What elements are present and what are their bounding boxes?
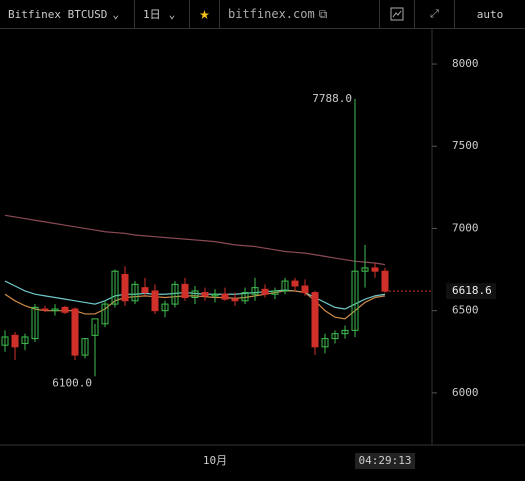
candle-body [101,303,109,325]
last-price-box [446,283,496,300]
candle-body [221,293,229,300]
candle-body [241,292,249,302]
y-tick-label: 6500 [452,304,479,317]
favorite-star[interactable]: ★ [190,0,220,28]
site-link[interactable]: bitfinex.com ⧉ [220,0,380,28]
candle-body [381,270,389,292]
candle-body [361,267,369,272]
candle-body [291,280,299,287]
candle-body [351,270,359,331]
candle-body [311,292,319,348]
x-tick-label: 10月 [203,454,227,467]
candle-body [91,318,99,336]
price-annotation: 7788.0 [312,92,352,105]
candle-body [11,334,19,348]
candle-body [131,283,139,302]
countdown-box [355,453,415,469]
chevron: ⌄ [112,7,119,21]
chart: 6000 6500 7000 7500 8000 7788.0 6100.0 6618.6 10… [0,29,525,469]
candle-body [61,306,69,313]
candle-body [271,290,279,295]
site: bitfinex.com [228,7,315,21]
toolbar: Bitfinex BTCUSD ⌄ 1日 ⌄ ★ bitfinex.com ⧉ ⤢ a… [0,0,525,29]
candle-body [281,280,289,292]
y-tick-label: 8000 [452,57,479,70]
indicator-button[interactable] [380,0,415,28]
moving-average [4,214,386,266]
candle-body [81,338,89,356]
interval: 1日 [143,8,161,21]
last-price-label: 6618.6 [452,284,492,297]
candle-body [371,267,379,272]
candle-body [31,306,39,340]
y-tick-label: 7500 [452,139,479,152]
candle-body [121,273,129,302]
candle-body [231,298,239,302]
candle-body [181,283,189,299]
candle-body [41,308,49,311]
candle-body [161,303,169,312]
symbol-button[interactable]: Bitfinex BTCUSD ⌄ [0,0,135,28]
candle-body [51,308,59,312]
price-annotation: 6100.0 [52,376,92,389]
y-tick-label: 7000 [452,221,479,234]
candle-body [341,329,349,335]
indicator-icon [390,7,404,21]
popout-icon: ⧉ [318,6,328,21]
candle-body [111,270,119,305]
candle-body [191,290,199,299]
scale-button[interactable]: auto [455,0,525,28]
candle-body [261,288,269,295]
fullscreen-button[interactable]: ⤢ [415,0,455,28]
y-tick-label: 6000 [452,386,479,399]
candle-body [331,333,339,340]
candle-body [21,336,29,345]
candle-body [171,283,179,305]
candle-body [201,292,209,297]
chevron: ⌄ [168,7,176,21]
interval-button[interactable]: 1日 ⌄ [135,0,190,28]
symbol: Bitfinex BTCUSD [8,7,108,21]
candle-body [321,338,329,348]
candle-body [1,336,9,346]
candle-body [141,287,149,294]
scale: auto [476,7,504,21]
candle-body [251,287,259,295]
candle-body [301,285,309,294]
candle-body [71,308,79,356]
x-tick-label: 04:29:13 [359,454,412,467]
candle-body [151,290,159,312]
candle-body [211,293,219,297]
